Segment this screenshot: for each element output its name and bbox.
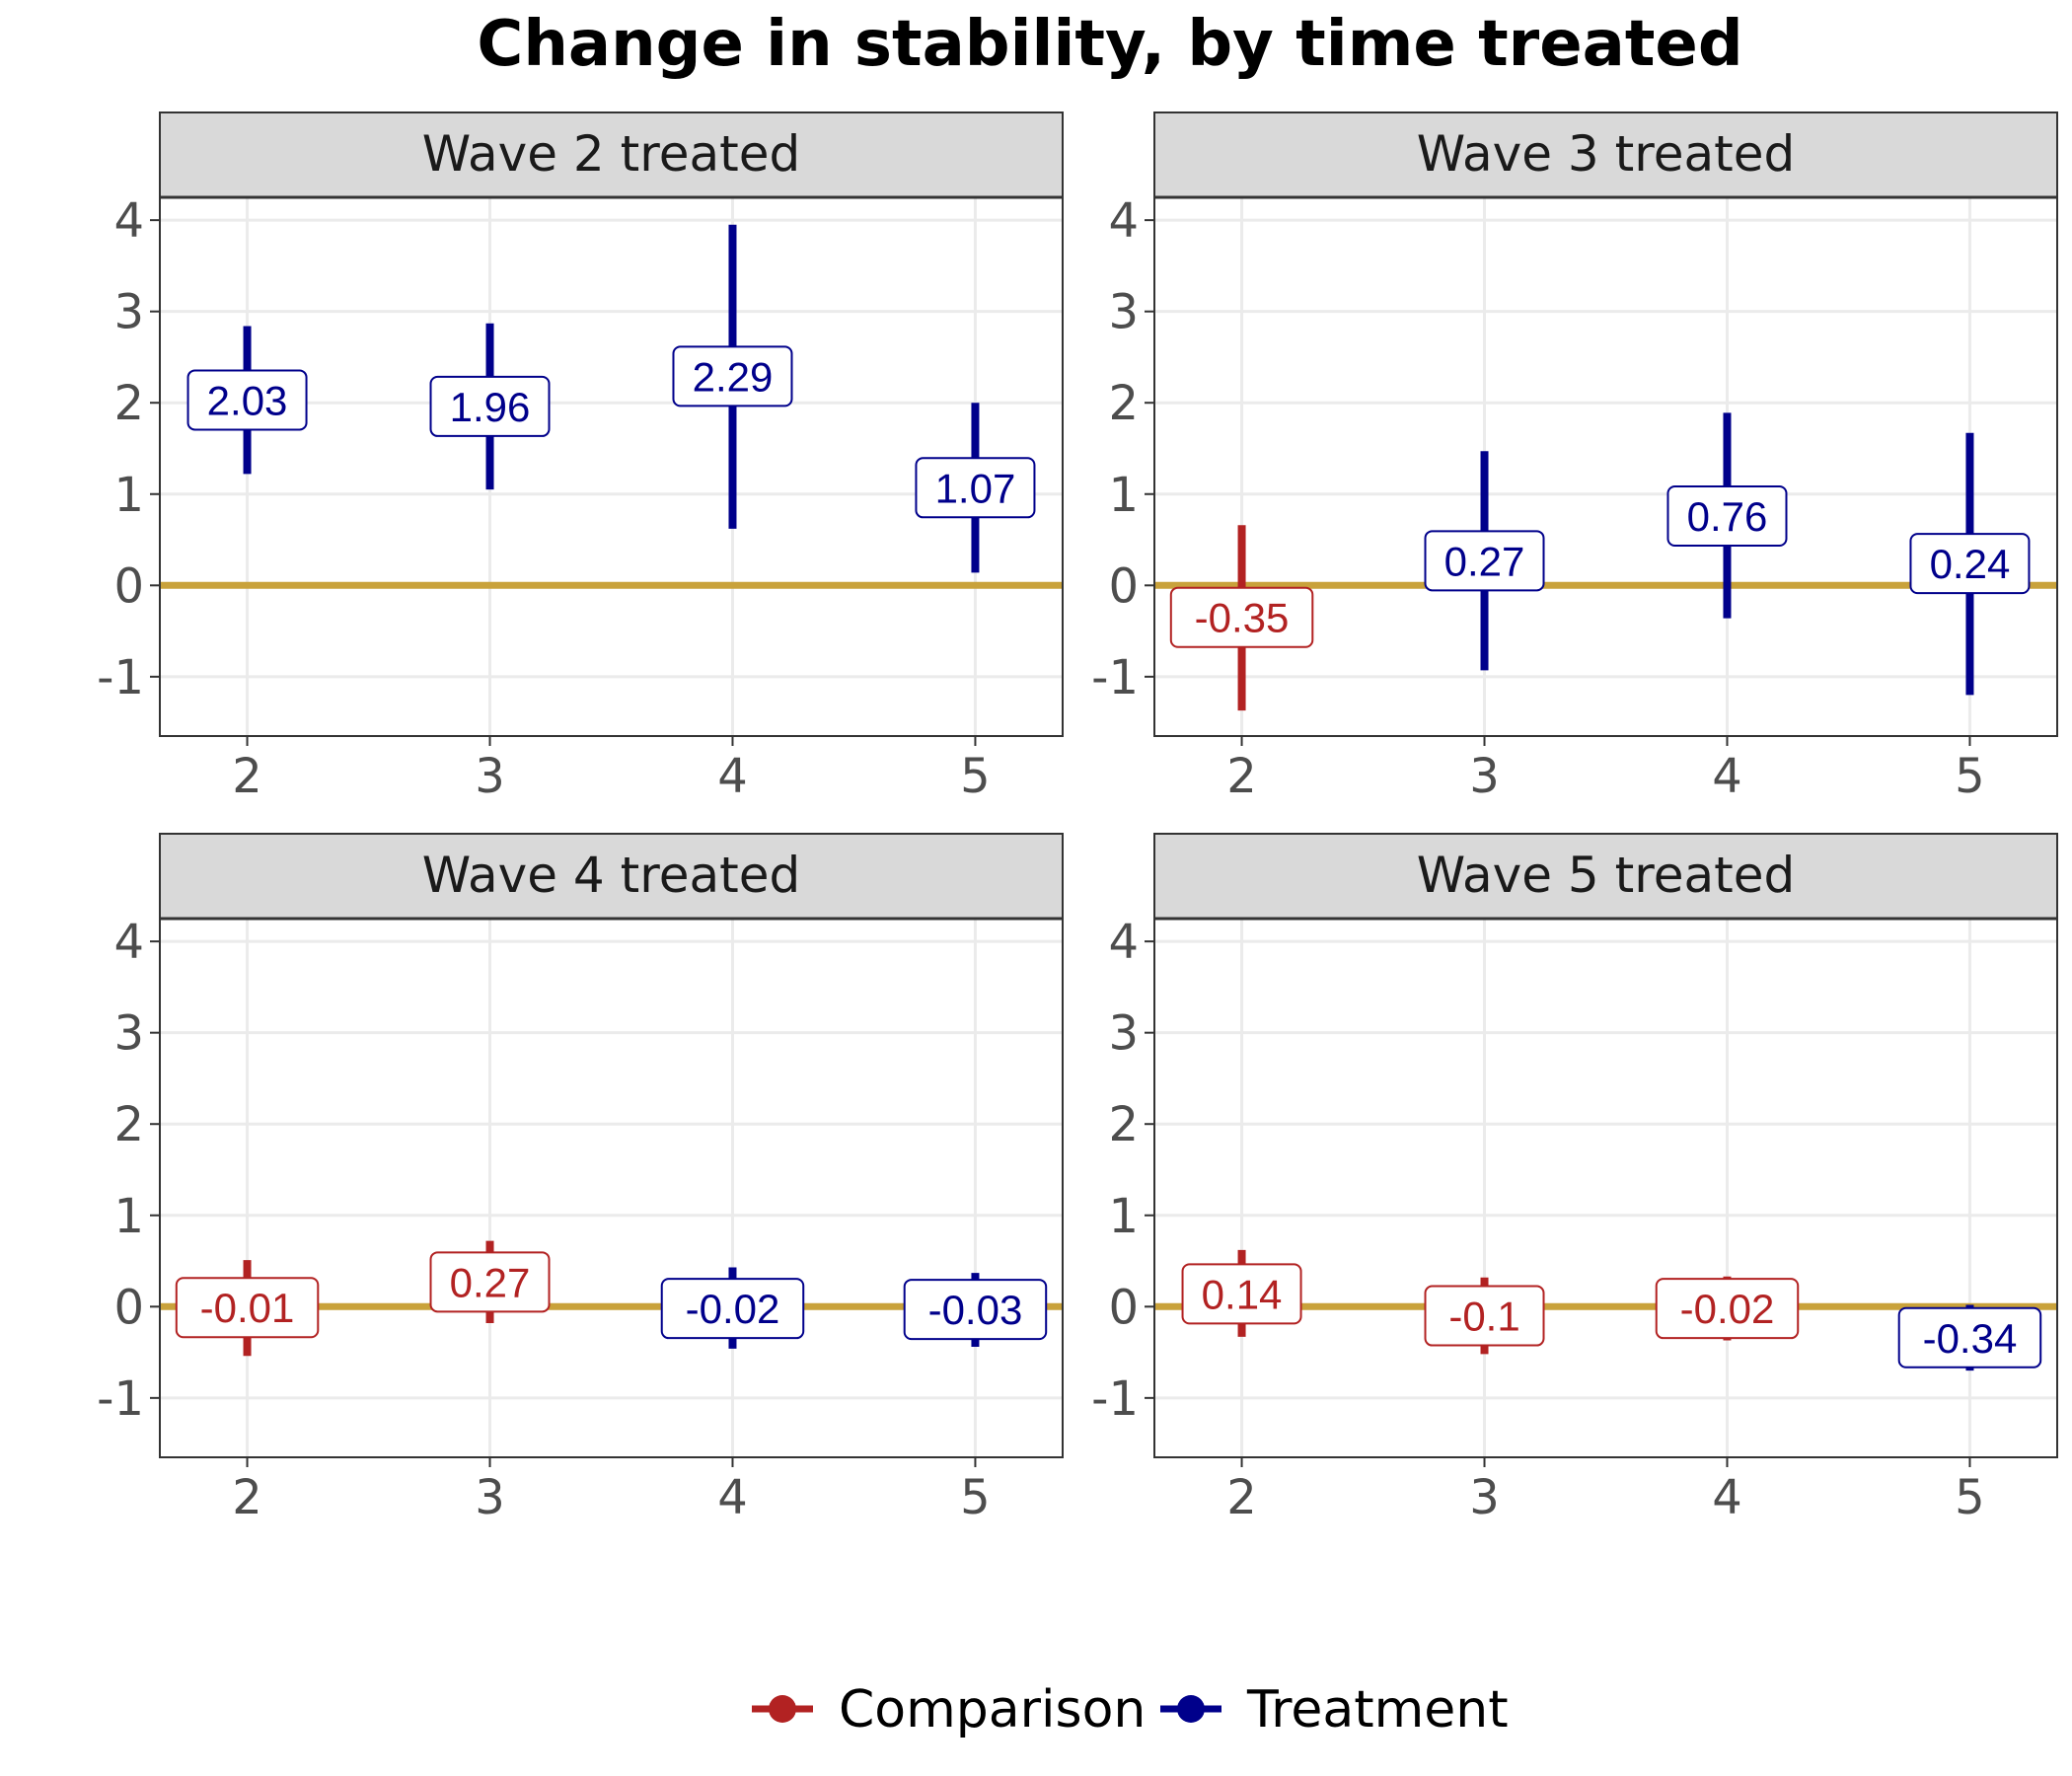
legend-label: Comparison <box>839 1680 1146 1739</box>
panel-strip <box>1153 111 2058 198</box>
x-tick-label: 3 <box>1469 1470 1500 1525</box>
x-tick-label: 4 <box>717 1470 748 1525</box>
data-label: 0.14 <box>1202 1271 1283 1317</box>
y-tick-label: 0 <box>113 1280 144 1335</box>
data-label: -0.01 <box>200 1285 295 1331</box>
legend-item: Comparison <box>752 1680 1146 1739</box>
y-tick-label: 2 <box>1108 1097 1139 1152</box>
data-label: 0.27 <box>1444 538 1525 584</box>
legend: Comparison Treatment <box>752 1680 1509 1739</box>
panel-strip <box>1153 833 2058 920</box>
x-tick-label: 4 <box>1712 1470 1742 1525</box>
data-label-box <box>1666 484 1788 547</box>
data-label-box <box>1169 586 1314 648</box>
panel-title: Wave 4 treated <box>422 847 800 904</box>
data-label: 1.07 <box>935 465 1016 511</box>
panel-title: Wave 5 treated <box>1417 847 1795 904</box>
panel: Wave 3 treated 4 3 2 1 0 -1 2 3 4 5 -0.35 0.27 0.76 0.… <box>1091 111 2058 804</box>
y-tick-label: 3 <box>113 285 144 340</box>
x-tick-label: 2 <box>1226 1470 1257 1525</box>
y-tick-label: 2 <box>1108 376 1139 431</box>
y-tick-label: -1 <box>97 1371 144 1427</box>
x-tick-label: 2 <box>1226 749 1257 804</box>
data-label-box <box>1909 533 2031 595</box>
data-label-box <box>175 1277 320 1339</box>
data-label-box <box>903 1279 1048 1341</box>
x-tick-label: 3 <box>475 749 505 804</box>
plot-background <box>1154 197 2057 736</box>
data-label-box <box>660 1278 805 1340</box>
data-label-box <box>1424 530 1545 592</box>
y-tick-label: -1 <box>1091 650 1139 705</box>
panel-strip <box>159 833 1064 920</box>
y-tick-label: 0 <box>1108 558 1139 614</box>
legend-key-dot <box>1177 1695 1205 1723</box>
y-tick-label: 4 <box>1108 915 1139 970</box>
data-label: -0.02 <box>686 1286 780 1332</box>
legend-label: Treatment <box>1246 1680 1509 1739</box>
y-tick-label: 2 <box>113 1097 144 1152</box>
x-tick-label: 4 <box>1712 749 1742 804</box>
x-tick-label: 5 <box>960 1470 991 1525</box>
y-tick-label: 4 <box>113 193 144 249</box>
panel: Wave 2 treated 4 3 2 1 0 -1 2 3 4 5 2.03 1.96 2.29 1.0… <box>97 111 1064 804</box>
x-tick-label: 5 <box>960 749 991 804</box>
y-tick-label: 3 <box>113 1006 144 1062</box>
data-label: -0.34 <box>1923 1315 2018 1362</box>
data-label-box <box>1897 1306 2042 1369</box>
data-label: -0.1 <box>1448 1294 1519 1340</box>
y-tick-label: 1 <box>113 468 144 523</box>
panel: Wave 5 treated 4 3 2 1 0 -1 2 3 4 5 0.14 -0.1 -0.02 -0… <box>1091 833 2058 1525</box>
x-tick-label: 2 <box>232 749 262 804</box>
data-label: 0.24 <box>1930 541 2011 587</box>
legend-item: Treatment <box>1160 1680 1509 1739</box>
plot-background <box>160 919 1063 1457</box>
data-label: 0.76 <box>1687 493 1768 540</box>
y-tick-label: 1 <box>1108 468 1139 523</box>
y-tick-label: 3 <box>1108 1006 1139 1062</box>
data-label-box <box>429 1251 551 1313</box>
data-label-box <box>186 369 308 431</box>
panel: Wave 4 treated 4 3 2 1 0 -1 2 3 4 5 -0.01 0.27 -0.02 -… <box>97 833 1064 1525</box>
data-label: 2.29 <box>693 353 774 400</box>
data-label-box <box>1181 1263 1302 1325</box>
data-label-box <box>429 375 551 437</box>
panel-strip <box>159 111 1064 198</box>
data-label: 2.03 <box>207 377 288 423</box>
y-tick-label: 2 <box>113 376 144 431</box>
data-label: -0.35 <box>1195 595 1290 641</box>
y-tick-label: 0 <box>1108 1280 1139 1335</box>
data-label: -0.02 <box>1680 1286 1775 1332</box>
y-tick-label: 4 <box>1108 193 1139 249</box>
data-label-box <box>915 457 1036 519</box>
y-tick-label: 0 <box>113 558 144 614</box>
data-label: -0.03 <box>928 1287 1023 1333</box>
y-tick-label: -1 <box>97 650 144 705</box>
data-label-box <box>1424 1285 1545 1347</box>
x-tick-label: 4 <box>717 749 748 804</box>
legend-key-dot <box>769 1695 796 1723</box>
panel-title: Wave 2 treated <box>422 125 800 183</box>
panel-title: Wave 3 treated <box>1417 125 1795 183</box>
y-tick-label: 1 <box>1108 1189 1139 1244</box>
x-tick-label: 5 <box>1955 1470 1985 1525</box>
y-tick-label: -1 <box>1091 1371 1139 1427</box>
data-label-box <box>672 345 793 407</box>
x-tick-label: 5 <box>1955 749 1985 804</box>
x-tick-label: 3 <box>1469 749 1500 804</box>
data-label: 1.96 <box>450 384 531 430</box>
x-tick-label: 3 <box>475 1470 505 1525</box>
panels: Wave 2 treated 4 3 2 1 0 -1 2 3 4 5 2.03 1.96 2.29 1.0… <box>97 111 2058 1525</box>
data-label: 0.27 <box>450 1259 531 1305</box>
x-tick-label: 2 <box>232 1470 262 1525</box>
chart-title: Change in stability, by time treated <box>477 8 1742 81</box>
y-tick-label: 1 <box>113 1189 144 1244</box>
plot-background <box>1154 919 2057 1457</box>
y-tick-label: 4 <box>113 915 144 970</box>
plot-background <box>160 197 1063 736</box>
data-label-box <box>1655 1278 1800 1340</box>
y-tick-label: 3 <box>1108 285 1139 340</box>
